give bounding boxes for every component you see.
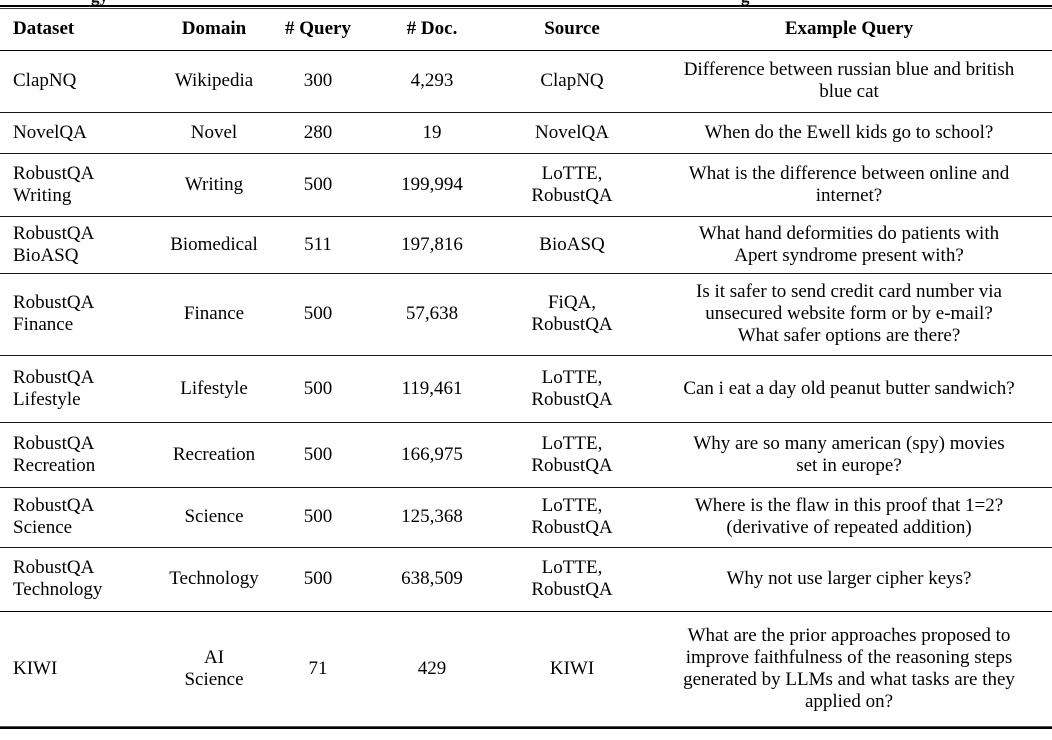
top-rule-thin-line [0, 8, 1052, 9]
cell-num-query: 71 [270, 610, 366, 726]
cell-num-query: 300 [303, 70, 333, 91]
cell-example-query: What are the prior approaches proposed t… [646, 610, 1052, 726]
column-header-domain: Domain [158, 9, 270, 51]
caption-text-fragment: gy [91, 0, 108, 5]
cell-source: LoTTE, RobustQA [498, 486, 646, 547]
cell-source: BioASQ [498, 215, 646, 273]
table-row-kiwi: KIWI AI Science 71 429 KIWI What are the… [0, 610, 1052, 726]
column-header-dataset: Dataset [0, 9, 158, 51]
cell-source: LoTTE, RobustQA [498, 354, 646, 422]
cell-example-query: When do the Ewell kids go to school? [646, 111, 1052, 153]
cell-dataset: KIWI [0, 610, 158, 726]
cell-num-doc: 57,638 [366, 272, 498, 355]
cell-dataset: RobustQA Finance [0, 272, 158, 355]
table-row-robustqa-lifestyle: RobustQA Lifestyle Lifestyle 500 119,461… [0, 354, 1052, 422]
table-row-clapnq: ClapNQ Wikipedia 300 4,293 ClapNQ Differ… [0, 50, 1052, 112]
cell-source: LoTTE, RobustQA [498, 152, 646, 216]
cell-example-query: What is the difference between online an… [646, 152, 1052, 216]
cell-example-query: Can i eat a day old peanut butter sandwi… [646, 354, 1052, 422]
cell-num-query: 500 [270, 486, 366, 547]
cell-source: LoTTE, RobustQA [498, 421, 646, 487]
cell-dataset: RobustQA BioASQ [0, 215, 158, 273]
cell-num-doc: 166,975 [366, 421, 498, 487]
cell-source: FiQA, RobustQA [498, 272, 646, 355]
datasets-table: Dataset Domain # Query # Doc. Source Exa… [0, 9, 1052, 726]
cell-num-doc: 199,994 [366, 152, 498, 216]
cell-domain: AI Science [158, 610, 270, 726]
cell-num-doc: 19 [366, 111, 498, 153]
cell-source: KIWI [498, 610, 646, 726]
table-row-robustqa-bioasq: RobustQA BioASQ Biomedical 511 197,816 B… [0, 215, 1052, 273]
cell-source: NovelQA [498, 111, 646, 153]
cell-num-query: 500 [270, 272, 366, 355]
top-rule-thick-line [0, 5, 1052, 7]
cell-dataset: ClapNQ [13, 70, 77, 91]
cell-dataset: NovelQA [0, 111, 158, 153]
cell-num-query: 500 [270, 546, 366, 611]
table-top-rule [0, 5, 1052, 9]
cell-domain: Novel [158, 111, 270, 153]
table-row-novelqa: NovelQA Novel 280 19 NovelQA When do the… [0, 111, 1052, 153]
column-header-num-doc: # Doc. [366, 9, 498, 51]
caption-text-fragment: g [741, 0, 750, 5]
table-row-robustqa-recreation: RobustQA Recreation Recreation 500 166,9… [0, 421, 1052, 487]
cell-domain: Writing [158, 152, 270, 216]
cell-num-doc: 4,293 [410, 70, 454, 91]
cell-num-query: 280 [270, 111, 366, 153]
cell-dataset: RobustQA Writing [0, 152, 158, 216]
cell-dataset: RobustQA Lifestyle [0, 354, 158, 422]
cell-source: ClapNQ [540, 70, 604, 91]
cell-source: LoTTE, RobustQA [498, 546, 646, 611]
cell-num-doc: 119,461 [366, 354, 498, 422]
cell-num-doc: 429 [366, 610, 498, 726]
cell-num-query: 500 [270, 354, 366, 422]
cell-example-query: Difference between russian blue and brit… [683, 59, 1015, 102]
cell-num-doc: 638,509 [366, 546, 498, 611]
cell-domain: Recreation [158, 421, 270, 487]
cell-domain: Science [158, 486, 270, 547]
column-header-example-query: Example Query [646, 9, 1052, 51]
bottom-rule-thin-line [0, 726, 1052, 727]
cropped-caption-remnant: gy g [0, 0, 1052, 5]
cell-num-doc: 125,368 [366, 486, 498, 547]
cell-domain: Lifestyle [158, 354, 270, 422]
cell-example-query: Is it safer to send credit card number v… [646, 272, 1052, 355]
cell-example-query: Where is the flaw in this proof that 1=2… [646, 486, 1052, 547]
cell-example-query: What hand deformities do patients with A… [646, 215, 1052, 273]
table-bottom-rule [0, 726, 1052, 729]
table-row-robustqa-science: RobustQA Science Science 500 125,368 LoT… [0, 486, 1052, 547]
column-header-source: Source [498, 9, 646, 51]
cell-num-query: 500 [270, 152, 366, 216]
bottom-rule-thick-line [0, 727, 1052, 729]
cell-domain: Biomedical [158, 215, 270, 273]
column-header-num-query: # Query [270, 9, 366, 51]
cell-example-query: Why are so many american (spy) movies se… [646, 421, 1052, 487]
cell-num-doc: 197,816 [366, 215, 498, 273]
cell-domain: Finance [158, 272, 270, 355]
table-row-robustqa-finance: RobustQA Finance Finance 500 57,638 FiQA… [0, 272, 1052, 355]
cell-num-query: 511 [270, 215, 366, 273]
table-row-robustqa-writing: RobustQA Writing Writing 500 199,994 LoT… [0, 152, 1052, 216]
cell-domain: Wikipedia [174, 70, 254, 91]
cell-dataset: RobustQA Science [0, 486, 158, 547]
cell-domain: Technology [158, 546, 270, 611]
header-row: Dataset Domain # Query # Doc. Source Exa… [0, 9, 1052, 51]
cell-dataset: RobustQA Recreation [0, 421, 158, 487]
cell-example-query: Why not use larger cipher keys? [646, 546, 1052, 611]
table-row-robustqa-technology: RobustQA Technology Technology 500 638,5… [0, 546, 1052, 611]
cell-dataset: RobustQA Technology [0, 546, 158, 611]
cell-num-query: 500 [270, 421, 366, 487]
